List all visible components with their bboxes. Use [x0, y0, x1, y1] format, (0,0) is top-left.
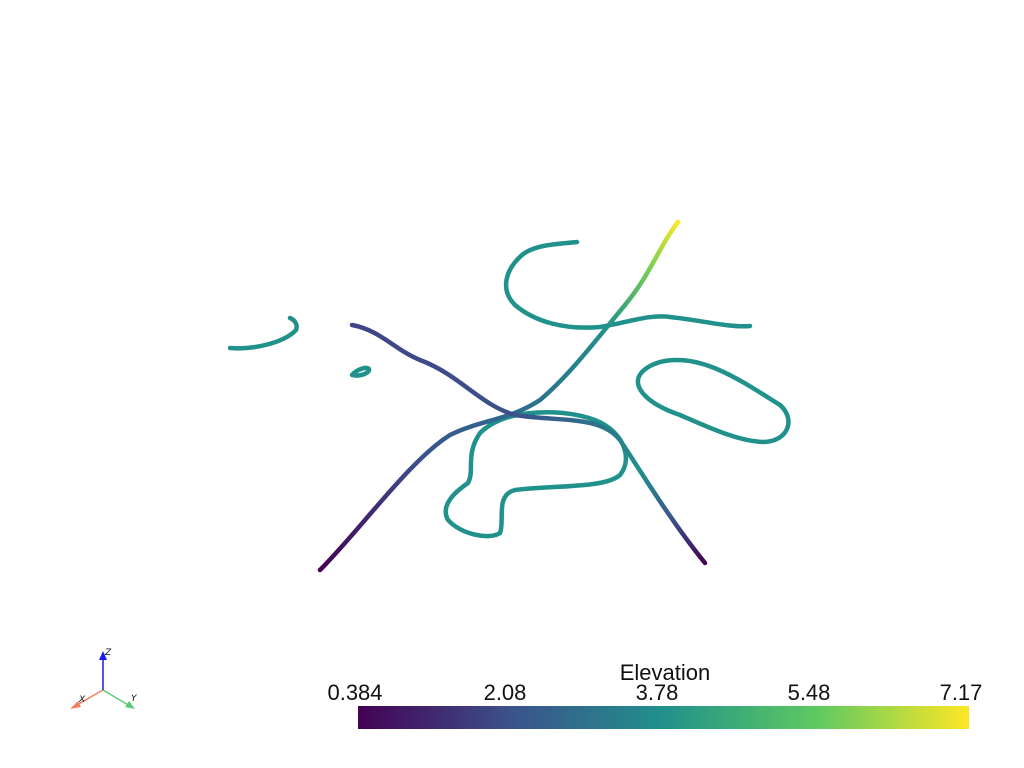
- y-axis-arrowhead: [125, 701, 135, 709]
- colorbar-gradient: [358, 706, 969, 729]
- z-axis-label: Z: [104, 648, 112, 658]
- x-axis-label: X: [78, 695, 86, 705]
- streamline-small-loop: [349, 365, 372, 378]
- x-axis-arrow: [74, 689, 104, 707]
- streamline-long-descending: [349, 322, 708, 566]
- colorbar-tick-label: 2.08: [483, 680, 527, 705]
- streamline-upper-hook: [503, 239, 753, 330]
- colorbar-tick-label: 7.17: [939, 680, 983, 705]
- x-axis-arrowhead: [70, 701, 81, 709]
- colorbar-title: Elevation: [619, 660, 711, 685]
- colorbar-tick-label: 0.384: [327, 680, 383, 705]
- z-axis-arrowhead: [99, 651, 107, 660]
- y-axis-arrow: [102, 689, 131, 707]
- colorbar-tick-label: 3.78: [635, 680, 679, 705]
- orientation-axes-widget: X Y Z: [70, 648, 138, 709]
- streamline-right-loop: [635, 357, 791, 445]
- streamline-center-loop: [443, 409, 629, 539]
- streamline-long-rising: [317, 219, 681, 573]
- y-axis-label: Y: [131, 694, 138, 704]
- streamline-left-arc: [227, 315, 299, 351]
- colorbar-tick-label: 5.48: [787, 680, 831, 705]
